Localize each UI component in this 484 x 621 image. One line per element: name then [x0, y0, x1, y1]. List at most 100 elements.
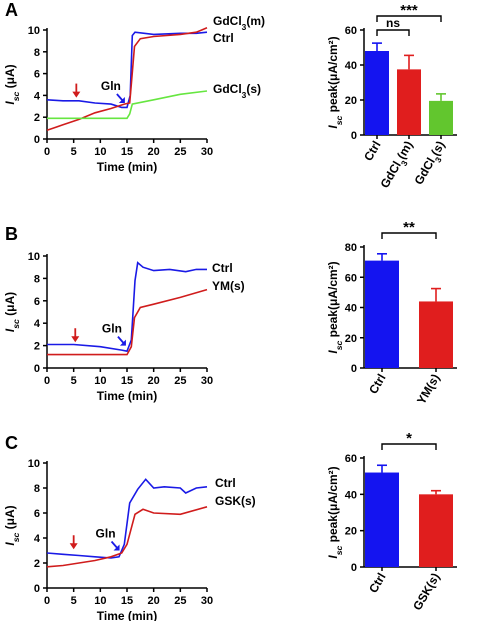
panel-a-bar-2 [397, 69, 421, 135]
panel-b-bar-y-tick-label: 20 [345, 333, 357, 345]
panel-c-bar-y-tick-label: 0 [351, 562, 357, 574]
panel-a-trace-x-tick-label: 20 [148, 146, 160, 158]
panel-b-trace-y-tick-label: 6 [34, 296, 40, 308]
panel-c-trace-x-tick-label: 0 [44, 595, 50, 607]
panel-b-trace-gln-label: Gln [102, 322, 122, 336]
panel-a-trace-x-tick-label: 5 [71, 146, 77, 158]
panel-b-bar-y-tick-label: 60 [345, 272, 357, 284]
panel-a-trace-x-tick-label: 0 [44, 146, 50, 158]
panel-b-bar-significance-label: ** [403, 219, 415, 236]
panel-c-trace-gln-arrow-head [113, 544, 120, 551]
panel-a-bar-category-label: GdCl3(m) [377, 139, 419, 193]
panel-a-trace-series-2 [46, 27, 208, 132]
panel-a-trace-y-tick-label: 0 [34, 134, 40, 146]
panel-a-bar-y-tick-label: 20 [345, 95, 357, 107]
panel-b-trace-x-tick-label: 5 [71, 375, 77, 387]
panel-b-trace-series-1 [47, 261, 207, 353]
panel-b-trace-y-tick-label: 10 [28, 251, 40, 263]
panel-b-bar-1 [365, 260, 399, 368]
panel-a-trace-x-tick-label: 15 [121, 146, 133, 158]
panel-a-trace-series-3 [47, 90, 208, 120]
panel-a-trace-x-axis-title: Time (min) [97, 160, 157, 174]
panel-b-bar-2 [419, 301, 453, 368]
panel-c-bar-significance-label: * [406, 430, 412, 447]
panel-a-bar-y-tick-label: 60 [345, 25, 357, 37]
panel-a-trace-y-axis-title: Isc (μA) [3, 64, 21, 104]
panel-a-trace-gln-arrow-head [118, 97, 125, 104]
panel-c-trace-series-2 [46, 506, 208, 568]
panel-a-trace-y-tick-label: 4 [34, 90, 41, 102]
panel-c-bar-category-label: Ctrl [366, 571, 388, 596]
panel-b-trace-y-tick-label: 4 [34, 318, 41, 330]
panel-b-trace-x-tick-label: 20 [148, 375, 160, 387]
panel-a-trace-series-label: Ctrl [213, 31, 234, 45]
panel-a-trace-x-tick-label: 30 [201, 146, 213, 158]
panel-b-bar-y-tick-label: 0 [351, 363, 357, 375]
panel-a-trace-y-tick-label: 2 [34, 112, 40, 124]
panel-c-trace-x-tick-label: 5 [71, 595, 77, 607]
panel-a-bar-y-tick-label: 0 [351, 130, 357, 142]
panel-c-bar-y-tick-label: 40 [345, 489, 357, 501]
panel-b-trace-x-tick-label: 0 [44, 375, 50, 387]
panel-a-bar-category-label: Ctrl [361, 139, 383, 164]
panel-b-trace-x-tick-label: 10 [94, 375, 106, 387]
panel-a-trace-x-tick-label: 25 [174, 146, 186, 158]
panel-label-a: A [5, 0, 18, 20]
panel-a-bar-1 [365, 51, 389, 135]
panel-c-bar-2 [419, 494, 453, 567]
panel-label-b: B [5, 224, 18, 244]
panel-b-trace-y-tick-label: 0 [34, 363, 40, 375]
panel-c-trace-gln-arrow [110, 540, 120, 551]
panel-a-bar-significance-bracket [376, 29, 410, 36]
panel-c-trace-series-label: GSK(s) [215, 494, 256, 508]
panel-a-trace-y-tick-label: 10 [28, 25, 40, 37]
panel-b-trace-start-arrow-head [71, 336, 80, 343]
panel-c-trace-x-tick-label: 15 [121, 595, 133, 607]
panel-b-bar-category-label: Ctrl [366, 372, 388, 397]
panel-b-bar-category-label: YM(s) [414, 372, 442, 407]
panel-a-bar-y-axis-title: Isc peak(μA/cm²) [326, 36, 344, 128]
panel-a-trace-series-1 [46, 31, 208, 109]
panel-c-trace-x-tick-label: 30 [201, 595, 213, 607]
panel-b-trace-series-2 [47, 288, 208, 356]
panel-b-trace-gln-arrow-head [119, 339, 126, 346]
panel-a-bar-significance-bracket [376, 15, 442, 22]
panel-b-trace-series-label: Ctrl [212, 261, 233, 275]
panel-c-bar-1 [365, 472, 399, 567]
panel-b-trace-y-axis-title: Isc (μA) [3, 292, 21, 332]
panel-c-trace-y-tick-label: 4 [34, 533, 41, 545]
panel-a-bar-y-tick-label: 40 [345, 60, 357, 72]
panel-a-trace-y-tick-label: 8 [34, 47, 40, 59]
panel-b-trace-y-tick-label: 2 [34, 341, 40, 353]
panel-c-trace-start-arrow-head [69, 543, 78, 550]
panel-a-trace-gln-label: Gln [101, 79, 121, 93]
panel-a-bar-significance-label: ns [386, 16, 400, 30]
panel-a-trace-x-tick-label: 10 [94, 146, 106, 158]
panel-b-trace-x-tick-label: 15 [121, 375, 133, 387]
panel-a-bar-significance-label: *** [400, 2, 418, 19]
panel-a-trace-gln-arrow [116, 93, 125, 104]
panel-c-trace-x-axis-title: Time (min) [97, 609, 157, 621]
panel-b-trace-gln-arrow [117, 336, 126, 346]
panel-c-bar-category-label: GSK(s) [410, 570, 442, 612]
panel-c-trace-y-tick-label: 8 [34, 483, 40, 495]
panel-c-trace-y-tick-label: 0 [34, 583, 40, 595]
panel-a-trace-series-label: GdCl3(s) [213, 82, 261, 100]
panel-b-bar-y-tick-label: 40 [345, 303, 357, 315]
panel-label-c: C [5, 433, 18, 453]
panel-b-trace-x-axis-title: Time (min) [97, 389, 157, 403]
panel-c-bar-y-axis-title: Isc peak(μA/cm²) [326, 466, 344, 558]
panel-b-trace-y-tick-label: 8 [34, 273, 40, 285]
panel-b-trace-x-tick-label: 25 [174, 375, 186, 387]
panel-c-trace-start-arrow [69, 535, 78, 550]
panel-c-trace-x-tick-label: 20 [148, 595, 160, 607]
panel-b-bar-y-axis-title: Isc peak(μA/cm²) [326, 261, 344, 353]
panel-c-trace-x-tick-label: 10 [94, 595, 106, 607]
panel-c-trace-y-axis-title: Isc (μA) [3, 505, 21, 545]
panel-a-trace-y-tick-label: 6 [34, 69, 40, 81]
panel-a-trace-series-label: GdCl3(m) [213, 14, 265, 32]
panel-b-bar-y-tick-label: 80 [345, 242, 357, 254]
panel-c-trace-series-label: Ctrl [215, 476, 236, 490]
panel-c-trace-x-tick-label: 25 [174, 595, 186, 607]
